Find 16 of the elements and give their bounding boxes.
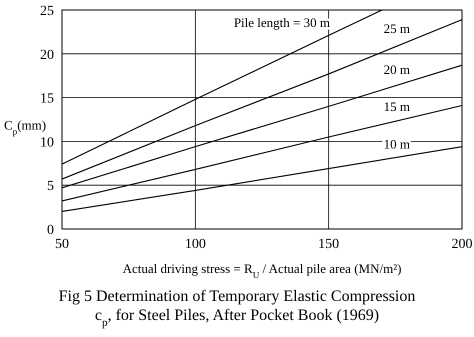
x-tick-label: 150 bbox=[318, 237, 340, 252]
x-axis-title: Actual driving stress = R$_{U}$ / Actual pile area (MN/m²) bbox=[122, 261, 402, 280]
y-tick-label: 20 bbox=[40, 48, 54, 63]
y-axis-title: C$_{p}$(mm) bbox=[4, 118, 46, 136]
x-tick-label: 200 bbox=[452, 237, 472, 252]
text: Fig 5 Determination of Temporary Elastic Compression c$_{p}$, for Steel Piles, After Pocket Book (1969) bbox=[58, 288, 416, 329]
y-tick-label: 15 bbox=[40, 92, 54, 107]
y-tick-label: 0 bbox=[47, 223, 54, 238]
series-label: 25 m bbox=[384, 21, 410, 36]
y-tick-label: 5 bbox=[47, 179, 54, 194]
x-tick-label: 100 bbox=[184, 237, 206, 252]
y-tick-label: 10 bbox=[40, 135, 54, 150]
series-label: 20 m bbox=[384, 62, 410, 78]
x-tick-label: 50 bbox=[55, 237, 69, 252]
y-tick-label: 25 bbox=[40, 4, 54, 19]
series-label: 15 m bbox=[384, 98, 410, 114]
